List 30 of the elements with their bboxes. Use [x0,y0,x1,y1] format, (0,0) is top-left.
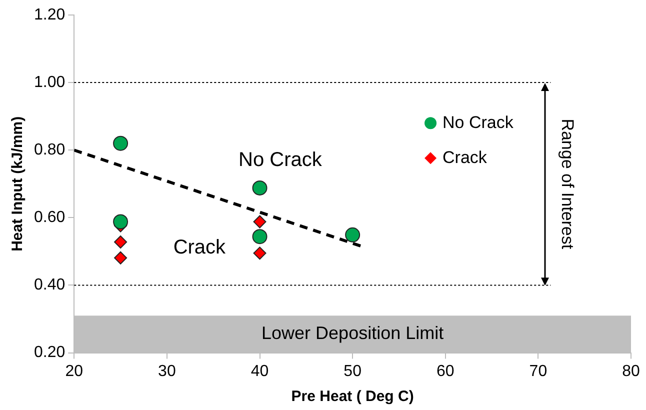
y-tick-label: 0.80 [34,142,66,159]
x-tick-label: 80 [622,362,640,380]
x-tick-label: 20 [65,362,84,380]
y-tick-label: 0.60 [34,209,66,226]
point [113,136,128,151]
x-tick-label: 60 [436,362,454,380]
point [345,227,360,242]
band-label: Lower Deposition Limit [262,323,444,344]
annotation: Crack [173,236,227,259]
y-tick-label: 1.20 [34,6,66,24]
x-tick-label: 40 [250,362,269,380]
x-axis-title: Pre Heat ( Deg C) [291,388,414,406]
point [114,251,128,264]
point [114,236,128,248]
point [252,180,268,196]
y-tick-label: 0.40 [34,276,66,294]
point [253,215,266,228]
x-tick-label: 50 [344,362,362,380]
legend-label: No Crack [442,112,514,132]
legend-label: Crack [442,148,488,167]
point [253,246,266,260]
point [113,214,128,230]
x-tick-label: 30 [158,362,176,380]
annotation: No Crack [238,148,323,171]
point [252,229,268,244]
x-tick-label: 70 [529,362,548,380]
y-tick-label: 0.20 [34,344,66,362]
y-axis-title: Heat Input (kJ/mm) [9,116,26,252]
y-tick-label: 1.00 [34,74,66,91]
annotation: Range of Interest [558,118,577,250]
